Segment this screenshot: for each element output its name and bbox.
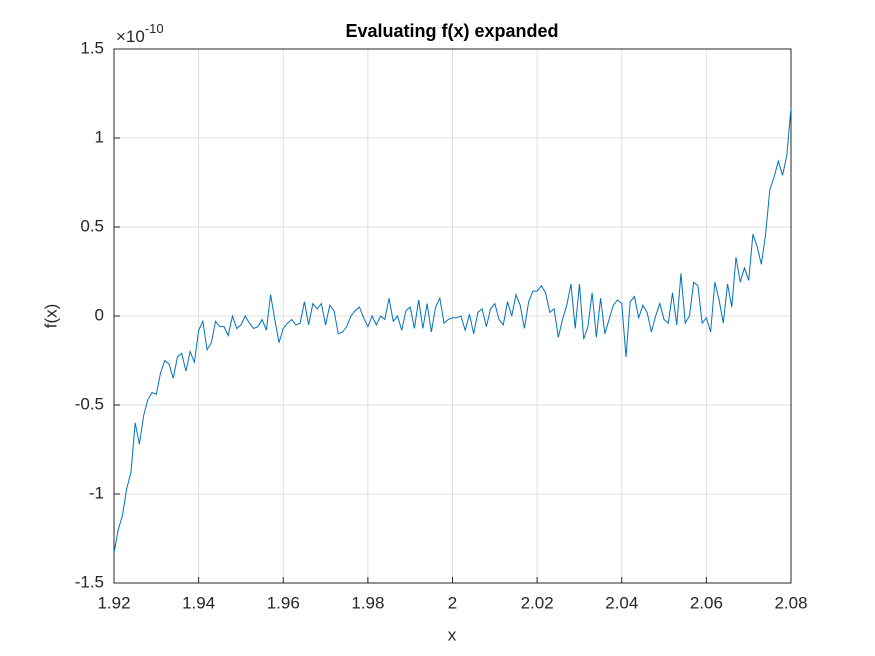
x-tick-label: 1.92 <box>97 593 130 612</box>
plot-frame <box>113 48 792 584</box>
x-tick-label: 1.98 <box>351 593 384 612</box>
y-tick-label: 0 <box>95 305 104 324</box>
chart-title: Evaluating f(x) expanded <box>345 21 558 41</box>
y-axis-label: f(x) <box>41 304 60 329</box>
y-multiplier-base: ×10 <box>116 27 145 46</box>
x-axis-label: x <box>448 625 457 644</box>
x-tick-label: 2.06 <box>690 593 723 612</box>
y-tick-label: -1.5 <box>75 572 104 591</box>
data-line <box>113 107 792 553</box>
x-tick-label: 1.96 <box>267 593 300 612</box>
x-tick-label: 2.08 <box>774 593 807 612</box>
y-tick-label: -0.5 <box>75 394 104 413</box>
y-tick-label: -1 <box>89 483 104 502</box>
x-tick-label: 2.02 <box>521 593 554 612</box>
y-multiplier: ×10-10 <box>116 21 164 46</box>
x-tick-label: 1.94 <box>182 593 215 612</box>
y-tick-label: 0.5 <box>80 216 104 235</box>
x-tick-label: 2 <box>448 593 457 612</box>
y-tick-label: 1 <box>95 127 104 146</box>
y-tick-label: 1.5 <box>80 38 104 57</box>
y-multiplier-exponent: -10 <box>145 21 164 36</box>
x-tick-label: 2.04 <box>605 593 638 612</box>
